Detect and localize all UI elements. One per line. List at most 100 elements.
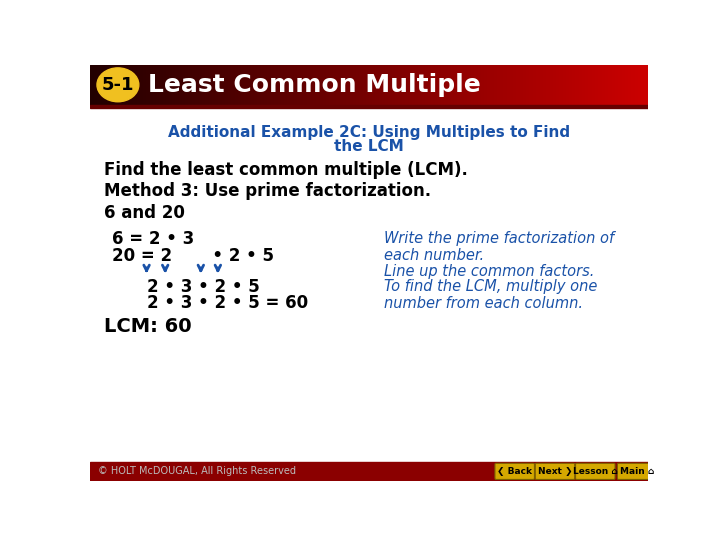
- Text: 6 and 20: 6 and 20: [104, 204, 185, 221]
- Bar: [406, 65, 407, 105]
- Bar: [345, 65, 346, 105]
- Bar: [311, 65, 312, 105]
- Bar: [350, 65, 351, 105]
- Bar: [112, 65, 113, 105]
- Bar: [434, 65, 435, 105]
- Bar: [422, 65, 423, 105]
- Bar: [591, 65, 592, 105]
- Bar: [223, 65, 224, 105]
- Bar: [519, 65, 520, 105]
- Bar: [482, 65, 483, 105]
- Bar: [333, 65, 334, 105]
- Bar: [576, 65, 577, 105]
- Bar: [99, 65, 100, 105]
- Bar: [118, 65, 119, 105]
- Bar: [279, 65, 280, 105]
- Bar: [632, 65, 634, 105]
- Bar: [608, 65, 609, 105]
- Bar: [123, 65, 124, 105]
- Bar: [329, 65, 330, 105]
- Bar: [281, 65, 282, 105]
- Bar: [189, 65, 190, 105]
- Bar: [351, 65, 352, 105]
- Bar: [526, 65, 527, 105]
- Bar: [392, 65, 393, 105]
- Bar: [550, 65, 551, 105]
- Bar: [645, 65, 646, 105]
- Bar: [469, 65, 471, 105]
- Bar: [606, 65, 607, 105]
- Bar: [97, 65, 98, 105]
- Bar: [273, 65, 274, 105]
- Bar: [497, 65, 498, 105]
- Bar: [110, 65, 111, 105]
- Bar: [465, 65, 466, 105]
- Bar: [610, 65, 611, 105]
- Bar: [156, 65, 157, 105]
- Bar: [619, 65, 620, 105]
- Bar: [214, 65, 215, 105]
- Bar: [404, 65, 405, 105]
- Bar: [384, 65, 385, 105]
- Bar: [436, 65, 437, 105]
- Bar: [503, 65, 504, 105]
- Bar: [415, 65, 416, 105]
- Bar: [113, 65, 114, 105]
- Bar: [397, 65, 398, 105]
- Bar: [324, 65, 325, 105]
- Bar: [145, 65, 147, 105]
- Bar: [165, 65, 166, 105]
- Bar: [483, 65, 484, 105]
- Bar: [399, 65, 400, 105]
- Bar: [646, 65, 647, 105]
- Bar: [455, 65, 456, 105]
- Bar: [119, 65, 120, 105]
- Bar: [395, 65, 396, 105]
- Bar: [120, 65, 121, 105]
- Bar: [521, 65, 522, 105]
- Bar: [609, 65, 610, 105]
- Bar: [276, 65, 277, 105]
- Bar: [481, 65, 482, 105]
- Bar: [286, 65, 287, 105]
- Bar: [335, 65, 336, 105]
- Bar: [418, 65, 419, 105]
- Bar: [283, 65, 284, 105]
- Bar: [198, 65, 199, 105]
- Text: 20 = 2       • 2 • 5: 20 = 2 • 2 • 5: [112, 247, 274, 265]
- Bar: [149, 65, 150, 105]
- Bar: [204, 65, 205, 105]
- Bar: [187, 65, 188, 105]
- Bar: [158, 65, 159, 105]
- Bar: [369, 65, 370, 105]
- Bar: [353, 65, 354, 105]
- Bar: [140, 65, 141, 105]
- Bar: [458, 65, 459, 105]
- Bar: [178, 65, 179, 105]
- Bar: [461, 65, 462, 105]
- Bar: [255, 65, 256, 105]
- Bar: [408, 65, 409, 105]
- Bar: [173, 65, 174, 105]
- Text: LCM: 60: LCM: 60: [104, 317, 192, 336]
- Bar: [359, 65, 360, 105]
- Bar: [509, 65, 510, 105]
- Bar: [517, 65, 518, 105]
- Bar: [122, 65, 123, 105]
- Bar: [180, 65, 181, 105]
- Bar: [453, 65, 454, 105]
- Bar: [363, 65, 364, 105]
- Bar: [135, 65, 136, 105]
- Bar: [218, 65, 219, 105]
- Bar: [426, 65, 427, 105]
- Bar: [139, 65, 140, 105]
- Bar: [192, 65, 193, 105]
- Bar: [339, 65, 340, 105]
- Bar: [325, 65, 326, 105]
- Bar: [230, 65, 231, 105]
- Bar: [315, 65, 316, 105]
- Bar: [343, 65, 344, 105]
- Bar: [193, 65, 194, 105]
- Bar: [109, 65, 110, 105]
- Bar: [337, 65, 338, 105]
